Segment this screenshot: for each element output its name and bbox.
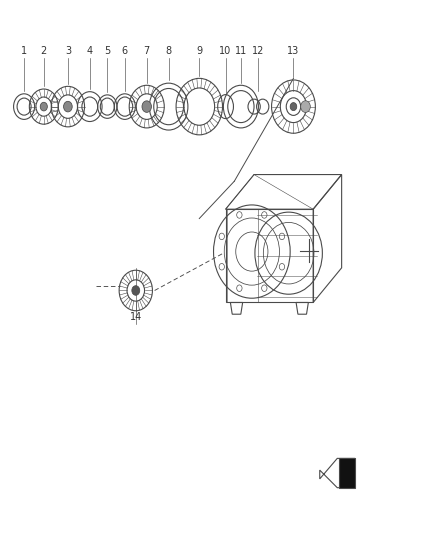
Text: 3: 3 — [65, 46, 71, 56]
Text: 4: 4 — [87, 46, 93, 56]
Polygon shape — [339, 458, 355, 488]
Text: 9: 9 — [196, 46, 202, 56]
Circle shape — [290, 102, 297, 110]
Circle shape — [64, 101, 72, 112]
Text: 5: 5 — [104, 46, 110, 56]
Text: 6: 6 — [122, 46, 128, 56]
Text: 10: 10 — [219, 46, 232, 56]
Text: 14: 14 — [130, 312, 142, 322]
Circle shape — [40, 102, 47, 111]
Text: 7: 7 — [144, 46, 150, 56]
Text: 8: 8 — [166, 46, 172, 56]
Circle shape — [132, 286, 140, 295]
Text: 2: 2 — [41, 46, 47, 56]
Text: 13: 13 — [287, 46, 300, 56]
Circle shape — [300, 101, 310, 112]
Text: 1: 1 — [21, 46, 27, 56]
Circle shape — [142, 101, 152, 112]
Text: 11: 11 — [235, 46, 247, 56]
Text: 12: 12 — [252, 46, 265, 56]
